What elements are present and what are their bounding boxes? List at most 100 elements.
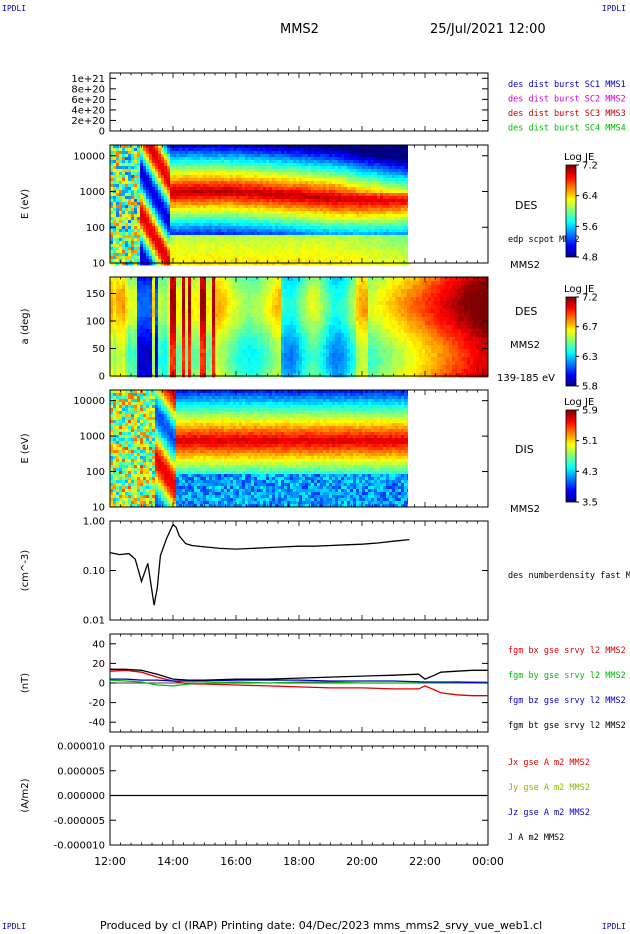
- colorbar-3: [565, 296, 577, 387]
- panel-5-frame: [109, 520, 489, 621]
- legend-entry: des dist burst SC2 MMS2: [508, 95, 626, 105]
- y-tick-label: 8e+20: [71, 84, 105, 95]
- y-tick-label: 0: [99, 372, 105, 383]
- y-tick-label: 10: [92, 503, 105, 514]
- y-tick-label: -0.000005: [54, 816, 105, 827]
- y-tick-label: 6e+20: [71, 95, 105, 106]
- spectrogram-4: [110, 390, 488, 508]
- series-6-3: [110, 668, 488, 681]
- colorbar-tick-label: 6.7: [582, 322, 598, 333]
- colorbar-2-title: Log JE: [564, 152, 594, 163]
- y-tick-label: 0: [99, 679, 105, 690]
- sc-label: MMS2: [510, 260, 540, 271]
- panel-5-ylabel: (cm^-3): [20, 550, 31, 591]
- x-tick-label: 00:00: [472, 855, 504, 868]
- y-tick-label: -0.000010: [54, 841, 105, 852]
- legend-entry: J A m2 MMS2: [508, 833, 564, 843]
- y-tick-label: 10000: [73, 151, 105, 162]
- legend-entry: des numberdensity fast M: [508, 571, 630, 581]
- legend-entry: fgm bz gse srvy l2 MMS2: [508, 696, 626, 706]
- corner-label-bottom-left: IPDLI: [2, 922, 27, 931]
- legend-entry: des dist burst SC4 MMS4: [508, 124, 626, 134]
- y-tick-label: 1000: [80, 432, 105, 443]
- x-tick-label: 22:00: [409, 855, 441, 868]
- y-tick-label: 10: [92, 259, 105, 270]
- colorbar-tick-label: 6.4: [582, 191, 598, 202]
- colorbar-tick-label: 7.2: [582, 161, 598, 172]
- legend-entry: fgm bt gse srvy l2 MMS2: [508, 721, 626, 731]
- colorbar-tick-label: 7.2: [582, 293, 598, 304]
- instrument-label: DIS: [515, 443, 534, 456]
- x-tick-label: 20:00: [346, 855, 378, 868]
- panel-7-ylabel: (A/m2): [20, 778, 31, 812]
- overlay-label: edp scpot MMS2: [508, 235, 580, 245]
- sc-label: MMS2: [510, 340, 540, 351]
- spectrogram-2: [110, 145, 488, 266]
- y-tick-label: 20: [92, 659, 105, 670]
- colorbar-tick-label: 6.3: [582, 352, 598, 363]
- colorbar-tick-label: 3.5: [582, 498, 598, 509]
- y-tick-label: 100: [86, 223, 105, 234]
- y-tick-label: 100: [86, 467, 105, 478]
- y-tick-label: 10000: [73, 396, 105, 407]
- colorbar-3-title: Log JE: [564, 284, 594, 295]
- y-tick-label: 1000: [80, 187, 105, 198]
- corner-label-top-right: IPDLI: [601, 4, 626, 13]
- y-tick-label: 0.000005: [57, 766, 105, 777]
- series-6-0: [109, 669, 488, 697]
- corner-label-top-left: IPDLI: [2, 4, 27, 13]
- legend-entry: des dist burst SC3 MMS3: [508, 109, 626, 119]
- x-tick-label: 18:00: [283, 855, 315, 868]
- lines-5: [109, 523, 410, 606]
- series-6-2: [110, 678, 489, 684]
- colorbar-tick-label: 5.9: [582, 406, 598, 417]
- x-tick-label: 14:00: [157, 855, 189, 868]
- y-tick-label: 0.10: [83, 566, 105, 577]
- y-tick-label: -40: [89, 718, 105, 729]
- colorbar-4: [565, 409, 577, 503]
- y-tick-label: -20: [89, 698, 105, 709]
- legend-entry: Jy gse A m2 MMS2: [508, 783, 590, 793]
- panel-6-ylabel: (nT): [20, 673, 31, 693]
- y-tick-label: 4e+20: [71, 105, 105, 116]
- y-tick-label: 2e+20: [71, 116, 105, 127]
- panel-2-ylabel: E (eV): [20, 189, 31, 219]
- series-5-0: [109, 523, 410, 606]
- y-tick-label: 150: [86, 289, 105, 300]
- colorbar-4-title: Log JE: [564, 397, 594, 408]
- colorbar-tick-label: 4.8: [582, 253, 598, 264]
- corner-label-bottom-right: IPDLI: [601, 922, 626, 931]
- legend-entry: fgm bx gse srvy l2 MMS2: [508, 646, 626, 656]
- footer-text: Produced by cl (IRAP) Printing date: 04/…: [100, 919, 543, 932]
- panel-1-frame: [109, 72, 489, 132]
- y-tick-label: 0.000010: [57, 742, 105, 753]
- colorbar-tick-label: 4.3: [582, 467, 598, 478]
- legend-entry: Jx gse A m2 MMS2: [508, 758, 590, 768]
- colorbar-2: [565, 164, 577, 258]
- spectrogram-3: [110, 277, 489, 378]
- y-tick-label: 50: [92, 344, 105, 355]
- series-6-1: [109, 679, 488, 687]
- colorbar-tick-label: 5.8: [582, 382, 598, 393]
- y-tick-label: 0.01: [83, 616, 105, 627]
- y-tick-label: 100: [86, 317, 105, 328]
- y-tick-label: 1.00: [83, 517, 105, 528]
- y-tick-label: 0: [99, 127, 105, 138]
- x-tick-label: 12:00: [94, 855, 126, 868]
- legend-entry: Jz gse A m2 MMS2: [508, 808, 590, 818]
- panel-3-ylabel: a (deg): [20, 308, 31, 344]
- instrument-label: DES: [515, 305, 537, 318]
- sc-label: MMS2: [510, 504, 540, 515]
- colorbar-tick-label: 5.6: [582, 222, 598, 233]
- figure-datetime: 25/Jul/2021 12:00: [430, 22, 546, 37]
- panel-4-ylabel: E (eV): [20, 433, 31, 463]
- colorbar-tick-label: 5.1: [582, 436, 598, 447]
- instrument-label: DES: [515, 199, 537, 212]
- figure-title: MMS2: [280, 22, 319, 37]
- legend-entry: des dist burst SC1 MMS1: [508, 80, 626, 90]
- y-tick-label: 0.000000: [57, 791, 105, 802]
- lines-6: [109, 668, 489, 697]
- y-tick-label: 1e+21: [71, 74, 105, 85]
- y-tick-label: 40: [92, 639, 105, 650]
